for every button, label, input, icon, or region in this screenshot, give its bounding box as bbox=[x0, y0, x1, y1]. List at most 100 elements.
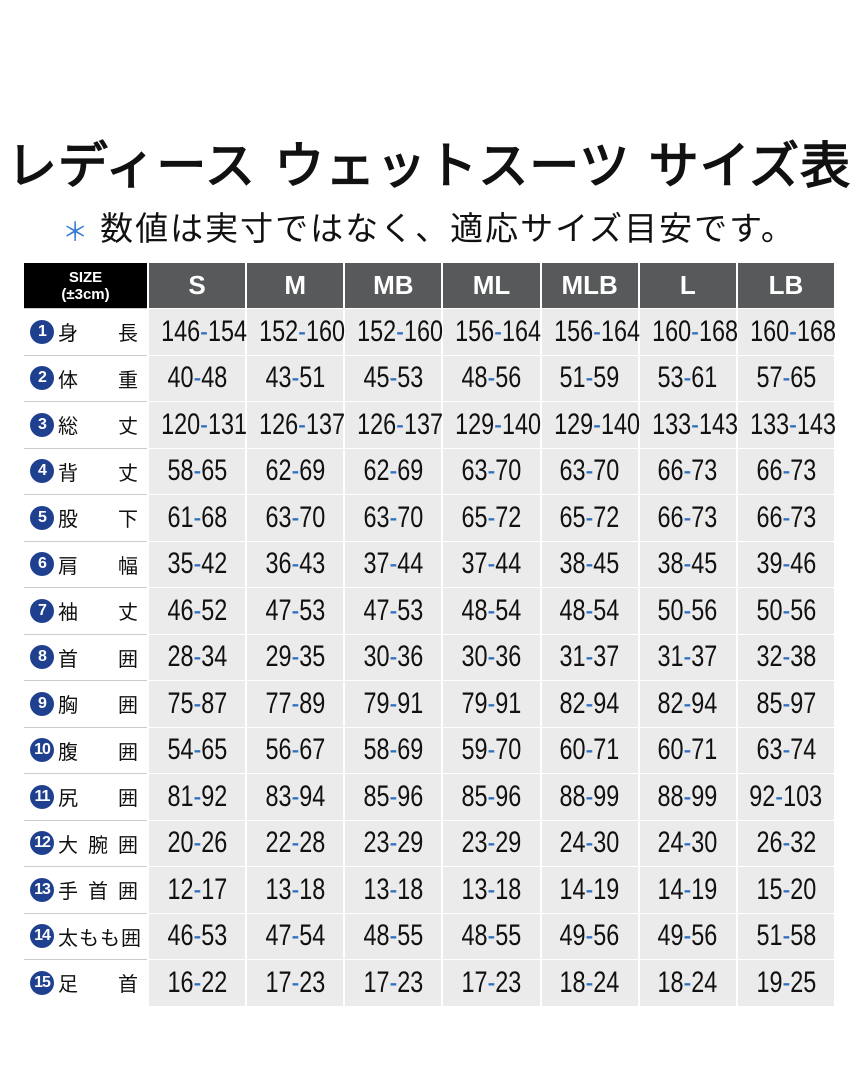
cell-value: 92-103 bbox=[749, 779, 823, 813]
row-name: 大腕囲 bbox=[58, 832, 138, 857]
cell: 59-70 bbox=[441, 726, 540, 773]
cell-value: 82-94 bbox=[657, 686, 718, 720]
cell-value: 58-65 bbox=[167, 454, 227, 488]
column-header: ML bbox=[441, 263, 540, 308]
row-name: 腹囲 bbox=[58, 739, 138, 764]
cell: 38-45 bbox=[637, 540, 736, 587]
cell-value: 14-19 bbox=[559, 872, 620, 906]
cell-value: 63-70 bbox=[363, 500, 424, 534]
cell: 14-19 bbox=[637, 866, 736, 913]
cell: 160-168 bbox=[637, 308, 738, 355]
cell-value: 129-140 bbox=[553, 407, 640, 441]
cell-value: 48-56 bbox=[461, 361, 522, 395]
row-number: 5 bbox=[30, 505, 54, 530]
cell-value: 77-89 bbox=[265, 686, 326, 720]
note-mark: ＊ bbox=[62, 218, 91, 248]
cell-value: 156-164 bbox=[553, 314, 640, 348]
cell: 61-68 bbox=[147, 494, 246, 541]
cell: 79-91 bbox=[441, 680, 540, 727]
cell: 65-72 bbox=[441, 494, 540, 541]
cell-value: 15-20 bbox=[755, 872, 816, 906]
cell-value: 120-131 bbox=[161, 407, 248, 441]
row-label: 5 股下 bbox=[24, 494, 147, 541]
row-label: 15 足首 bbox=[24, 959, 147, 1006]
cell-value: 45-53 bbox=[363, 361, 424, 395]
cell-value: 133-143 bbox=[651, 407, 738, 441]
row-label: 8 首囲 bbox=[24, 633, 147, 680]
row-label: 12 大腕囲 bbox=[24, 819, 147, 866]
cell-value: 17-23 bbox=[363, 965, 424, 999]
cell: 17-23 bbox=[245, 959, 344, 1006]
cell: 13-18 bbox=[441, 866, 540, 913]
row-number: 10 bbox=[30, 738, 54, 763]
cell-value: 61-68 bbox=[167, 500, 227, 534]
cell-value: 59-70 bbox=[461, 733, 522, 767]
row-label: 14 太もも囲 bbox=[24, 912, 147, 959]
cell: 38-45 bbox=[539, 540, 638, 587]
cell: 156-164 bbox=[539, 308, 640, 355]
cell-value: 37-44 bbox=[461, 547, 522, 581]
cell: 32-38 bbox=[735, 633, 834, 680]
row: 4 背丈 58-65 62-69 62-69 63-70 63-70 66-73 66-73 bbox=[24, 447, 834, 494]
cell-value: 79-91 bbox=[363, 686, 424, 720]
cell-value: 18-24 bbox=[657, 965, 718, 999]
cell-value: 58-69 bbox=[363, 733, 424, 767]
cell-value: 24-30 bbox=[559, 826, 620, 860]
cell-value: 38-45 bbox=[657, 547, 718, 581]
row-name: 太もも囲 bbox=[58, 925, 141, 950]
row-name: 体重 bbox=[58, 367, 138, 392]
cell: 23-29 bbox=[441, 819, 540, 866]
cell-value: 82-94 bbox=[559, 686, 620, 720]
row-name: 股下 bbox=[58, 507, 138, 532]
row-name: 肩幅 bbox=[58, 553, 138, 578]
cell-value: 81-92 bbox=[167, 779, 227, 813]
row-number: 8 bbox=[30, 645, 54, 670]
cell: 18-24 bbox=[637, 959, 736, 1006]
cell: 30-36 bbox=[441, 633, 540, 680]
cell: 82-94 bbox=[637, 680, 736, 727]
cell-value: 56-67 bbox=[265, 733, 326, 767]
row-label: 13 手首囲 bbox=[24, 866, 147, 913]
cell-value: 48-55 bbox=[363, 919, 424, 953]
row-name: 胸囲 bbox=[58, 693, 138, 718]
cell-value: 26-32 bbox=[755, 826, 816, 860]
cell: 17-23 bbox=[343, 959, 442, 1006]
cell-value: 83-94 bbox=[265, 779, 326, 813]
cell: 66-73 bbox=[637, 447, 736, 494]
cell-value: 65-72 bbox=[559, 500, 620, 534]
corner: SIZE (±3cm) bbox=[24, 263, 147, 308]
cell: 57-65 bbox=[735, 354, 834, 401]
cell-value: 75-87 bbox=[167, 686, 227, 720]
cell: 46-53 bbox=[147, 912, 246, 959]
cell-value: 47-54 bbox=[265, 919, 326, 953]
cell-value: 63-70 bbox=[461, 454, 522, 488]
row-label: 10 腹囲 bbox=[24, 726, 147, 773]
cell-value: 85-96 bbox=[461, 779, 522, 813]
cell-value: 48-54 bbox=[461, 593, 522, 627]
cell-value: 20-26 bbox=[167, 826, 227, 860]
row-number: 7 bbox=[30, 598, 54, 623]
cell: 53-61 bbox=[637, 354, 736, 401]
cell: 13-18 bbox=[245, 866, 344, 913]
cell-value: 18-24 bbox=[559, 965, 620, 999]
cell-value: 152-160 bbox=[259, 314, 346, 348]
cell-value: 47-53 bbox=[265, 593, 326, 627]
row: 15 足首 16-22 17-23 17-23 17-23 18-24 18-24 19-25 bbox=[24, 959, 834, 1006]
row-number: 12 bbox=[30, 831, 54, 856]
cell: 88-99 bbox=[539, 773, 638, 820]
cell-value: 49-56 bbox=[559, 919, 620, 953]
cell-value: 85-96 bbox=[363, 779, 424, 813]
cell-value: 17-23 bbox=[461, 965, 522, 999]
size-table: SIZE (±3cm) S M MB ML MLB L LB 1 身長 146-154 152-16… bbox=[24, 263, 836, 1006]
cell-value: 36-43 bbox=[265, 547, 326, 581]
cell: 31-37 bbox=[539, 633, 638, 680]
cell: 35-42 bbox=[147, 540, 246, 587]
cell-value: 66-73 bbox=[657, 454, 718, 488]
cell-value: 129-140 bbox=[455, 407, 542, 441]
cell: 63-74 bbox=[735, 726, 834, 773]
cell: 63-70 bbox=[245, 494, 344, 541]
cell: 48-54 bbox=[539, 587, 638, 634]
column-header: LB bbox=[735, 263, 834, 308]
cell-value: 38-45 bbox=[559, 547, 620, 581]
cell: 152-160 bbox=[245, 308, 346, 355]
